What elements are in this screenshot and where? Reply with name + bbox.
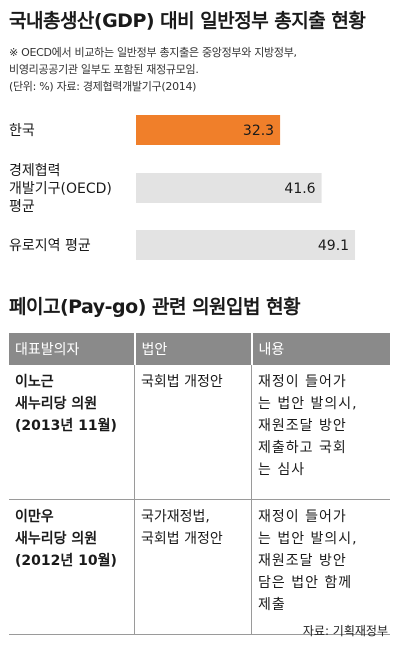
content-line: 는 법안 발의시, [258, 531, 358, 547]
bar [136, 173, 322, 203]
bills-table: 대표발의자 법안 내용 이노근 새누리당 의원 (2013년 11월) 국회법 … [9, 333, 390, 635]
sponsor-date: (2012년 10월) [15, 553, 117, 569]
table-row: 이노근 새누리당 의원 (2013년 11월) 국회법 개정안 재정이 들어가 … [9, 365, 390, 500]
bill-name: 국회법 개정안 [141, 374, 223, 390]
sponsor-party: 새누리당 의원 [15, 531, 98, 547]
note-line: 비영리공공기관 일부도 포함된 재정규모임. [9, 63, 199, 76]
chart-title: 국내총생산(GDP) 대비 일반정부 총지출 현황 [9, 10, 366, 32]
content-line: 는 법안 발의시, [258, 396, 358, 412]
note-line: ※ OECD에서 비교하는 일반정부 총지출은 중앙정부와 지방정부, [9, 46, 297, 59]
category-label: 경제협력 [9, 163, 61, 179]
sponsor-name: 이노근 [15, 374, 54, 390]
header-sponsor: 대표발의자 [9, 333, 136, 365]
sponsor-cell: 이만우 새누리당 의원 (2012년 10월) [9, 499, 135, 635]
bar-value-label: 49.1 [318, 238, 349, 254]
bill-cell: 국회법 개정안 [134, 365, 252, 500]
bill-name: 국가재정법, [141, 509, 210, 525]
header-content: 내용 [251, 333, 390, 365]
bar [136, 230, 356, 260]
unit-source-line: (단위: %) 자료: 경제협력개발기구(2014) [9, 80, 197, 93]
content-line: 담은 법안 함께 [258, 575, 353, 591]
category-label: 한국 [9, 123, 35, 139]
content-line: 재정이 들어가 [258, 509, 347, 525]
sponsor-date: (2013년 11월) [15, 418, 117, 434]
bill-cell: 국가재정법, 국회법 개정안 [134, 499, 252, 635]
content-line: 제출 [258, 597, 286, 613]
sponsor-party: 새누리당 의원 [15, 396, 98, 412]
category-label: 평균 [9, 199, 35, 215]
content-line: 재원조달 방안 [258, 553, 347, 569]
content-line: 재정이 들어가 [258, 374, 347, 390]
bar-chart-svg: 32.3 한국 41.6 경제협력개발기구(OECD) 평균 49.1 유로지역 평균 [9, 115, 356, 260]
content-line: 는 심사 [258, 462, 306, 478]
chart-notes: ※ OECD에서 비교하는 일반정부 총지출은 중앙정부와 지방정부, 비영리공… [9, 44, 297, 95]
bill-name: 국회법 개정안 [141, 531, 223, 547]
table-header-row: 대표발의자 법안 내용 [9, 333, 390, 365]
table-title: 페이고(Pay-go) 관련 의원입법 현황 [9, 296, 301, 318]
bar-value-label: 41.6 [284, 181, 315, 197]
category-label: 개발기구(OECD) [9, 181, 112, 197]
sponsor-cell: 이노근 새누리당 의원 (2013년 11월) [9, 365, 135, 500]
bar-value-label: 32.3 [243, 123, 274, 139]
bar [136, 115, 281, 145]
content-line: 재원조달 방안 [258, 418, 347, 434]
content-cell: 재정이 들어가 는 법안 발의시, 재원조달 방안 제출하고 국회 는 심사 [251, 365, 390, 500]
content-cell: 재정이 들어가 는 법안 발의시, 재원조달 방안 담은 법안 함께 제출 [251, 499, 390, 635]
content-line: 제출하고 국회 [258, 440, 347, 456]
table-source: 자료: 기획재정부 [302, 624, 388, 638]
table-row: 이만우 새누리당 의원 (2012년 10월) 국가재정법, 국회법 개정안 재… [9, 499, 390, 635]
header-bill: 법안 [134, 333, 253, 365]
category-label: 유로지역 평균 [9, 238, 91, 254]
sponsor-name: 이만우 [15, 509, 54, 525]
